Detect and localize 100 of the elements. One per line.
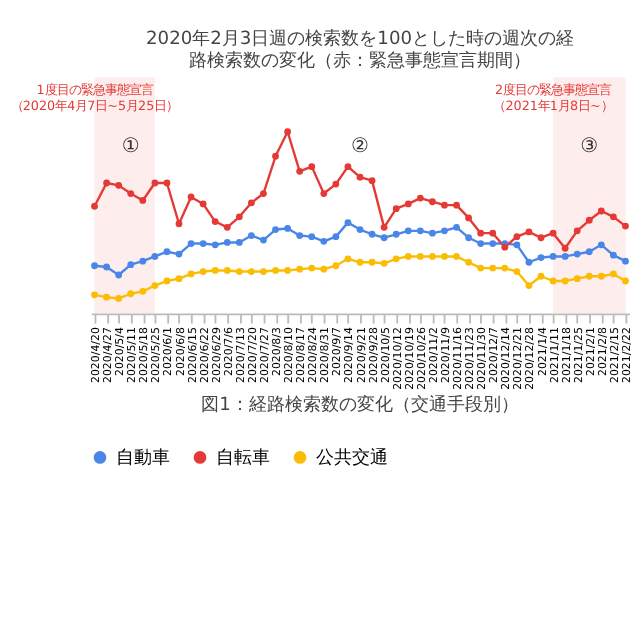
point [597, 241, 605, 249]
point [187, 193, 195, 201]
point [368, 258, 376, 266]
point [525, 228, 533, 236]
point [404, 200, 412, 208]
point [549, 277, 557, 285]
point [622, 277, 629, 285]
point [549, 229, 557, 237]
point [199, 200, 207, 208]
point [453, 253, 460, 260]
point [223, 267, 231, 274]
point [332, 233, 340, 241]
point [248, 268, 255, 275]
point [91, 262, 98, 270]
point [489, 240, 497, 247]
point [308, 264, 316, 272]
point [416, 227, 424, 235]
point [610, 270, 617, 278]
point [453, 223, 460, 231]
point [380, 223, 388, 231]
point [139, 287, 147, 295]
point [91, 291, 98, 299]
point [272, 226, 279, 233]
point [199, 268, 207, 275]
point [573, 275, 581, 283]
point [163, 277, 171, 285]
chart-title: 2020年2月3日週の検索数を100とした時の週次の経路検索数の変化（赤：緊急事態宣言期間） [146, 28, 574, 73]
point [91, 202, 98, 210]
point [561, 277, 569, 285]
point [163, 248, 171, 256]
point [392, 255, 400, 263]
point [139, 257, 147, 265]
point [344, 255, 352, 263]
point [344, 163, 352, 171]
point [127, 290, 135, 298]
point [597, 207, 605, 215]
point [404, 227, 412, 235]
point [537, 254, 545, 261]
point [356, 226, 364, 233]
point [441, 227, 448, 235]
point [235, 239, 243, 246]
point [368, 177, 376, 185]
point [223, 223, 231, 231]
point [115, 295, 123, 302]
point [260, 268, 267, 275]
point [272, 152, 279, 160]
point [103, 179, 110, 187]
point [585, 248, 593, 256]
point [175, 275, 183, 283]
point [441, 201, 448, 209]
point [416, 194, 424, 202]
point [513, 241, 521, 249]
annotation: ① [121, 135, 140, 158]
point [477, 240, 485, 247]
point [597, 272, 605, 280]
legend-label: 公共交通 [316, 446, 389, 469]
point [477, 264, 485, 272]
annotation: ② [351, 135, 370, 158]
point [525, 282, 533, 289]
point [404, 253, 412, 260]
point [416, 253, 424, 260]
point [284, 128, 291, 136]
point [211, 218, 219, 225]
point [332, 262, 340, 270]
point [308, 163, 316, 171]
point [573, 250, 581, 258]
point [187, 240, 195, 247]
point [115, 271, 123, 279]
point [260, 190, 267, 197]
point [344, 219, 352, 227]
point [525, 258, 533, 266]
point [513, 268, 521, 275]
point [610, 213, 617, 221]
point [320, 265, 328, 273]
point [175, 220, 183, 228]
point [320, 237, 328, 245]
point [429, 198, 436, 206]
point [211, 267, 219, 274]
point [296, 265, 304, 273]
point [368, 230, 376, 238]
point [380, 259, 388, 267]
point [103, 263, 110, 271]
point [163, 179, 171, 187]
point [477, 229, 485, 237]
point [392, 205, 400, 213]
point [465, 234, 472, 242]
point [453, 201, 460, 209]
point [284, 225, 291, 232]
point [622, 257, 629, 265]
point [622, 222, 629, 230]
point [151, 253, 159, 260]
point [260, 236, 267, 244]
point [199, 240, 207, 247]
point [356, 173, 364, 181]
point [211, 241, 219, 249]
point [139, 197, 147, 204]
point [489, 264, 497, 272]
point [284, 267, 291, 274]
point [537, 272, 545, 280]
point [332, 180, 340, 188]
